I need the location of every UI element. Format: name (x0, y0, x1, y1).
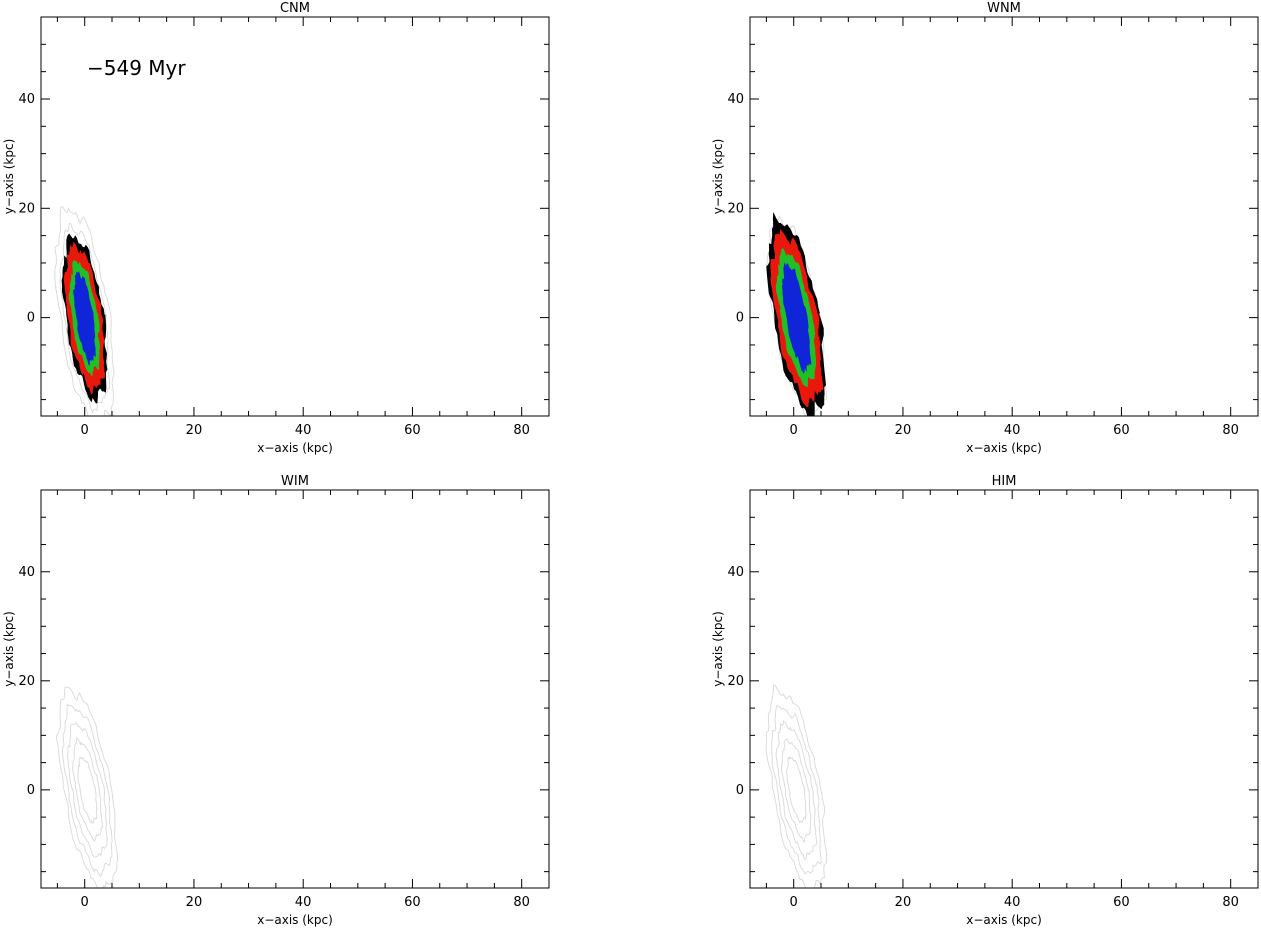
x-tick-label: 40 (1004, 895, 1021, 910)
x-tick-label: 20 (895, 895, 912, 910)
plot-frame (40, 16, 550, 417)
contour-level-4 (781, 262, 812, 374)
x-tick-label: 80 (513, 895, 530, 910)
y-tick-label: 0 (27, 783, 35, 798)
x-tick-label: 20 (186, 423, 203, 438)
contour-plot (55, 686, 119, 888)
contour-plot (765, 211, 827, 416)
plot-frame (40, 489, 550, 889)
faint-contour (77, 756, 98, 824)
x-tick-label: 80 (1222, 895, 1239, 910)
x-tick-label: 40 (1004, 423, 1021, 438)
contour-plot (54, 206, 115, 416)
faint-contour (781, 738, 812, 844)
faint-contour (54, 206, 115, 416)
faint-contour (62, 703, 113, 878)
faint-contour (771, 705, 822, 875)
faint-contour (67, 721, 108, 858)
time-annotation: −549 Myr (87, 56, 186, 80)
faint-contour (775, 720, 817, 860)
y-axis-label: y−axis (kpc) (2, 139, 16, 215)
panel-cnm: 0 20 40 60 80 0 20 40 CNM x−axis (kpc) y−axis (kpc… (2, 1, 550, 455)
x-tick-label: 0 (81, 423, 89, 438)
faint-contour (786, 755, 807, 824)
faint-contour (72, 736, 103, 843)
y-axis-label: y−axis (kpc) (2, 611, 16, 687)
x-tick-label: 60 (404, 423, 421, 438)
x-axis-label: x−axis (kpc) (257, 441, 333, 455)
x-axis-label: x−axis (kpc) (966, 441, 1042, 455)
faint-contour (55, 686, 119, 888)
contour-level-4 (73, 271, 96, 366)
y-axis-label: y−axis (kpc) (711, 139, 725, 215)
panel-wnm: 0 20 40 60 80 0 20 40 WNM x−axis (kpc) y−axis (kpc… (711, 1, 1259, 455)
y-tick-label: 40 (727, 565, 744, 580)
y-tick-label: 0 (736, 783, 744, 798)
x-tick-label: 60 (404, 895, 421, 910)
y-tick-label: 20 (18, 201, 35, 216)
y-tick-label: 0 (736, 311, 744, 326)
x-tick-label: 20 (186, 895, 203, 910)
y-tick-label: 40 (727, 92, 744, 107)
y-tick-label: 0 (27, 311, 35, 326)
x-axis-label: x−axis (kpc) (257, 913, 333, 927)
x-tick-label: 80 (1222, 423, 1239, 438)
y-tick-label: 20 (18, 674, 35, 689)
faint-contour (59, 223, 111, 414)
y-tick-label: 20 (727, 201, 744, 216)
x-tick-label: 40 (295, 895, 312, 910)
y-tick-label: 40 (18, 92, 35, 107)
y-tick-label: 20 (727, 674, 744, 689)
panel-title: CNM (280, 1, 310, 16)
x-tick-label: 40 (295, 423, 312, 438)
panel-title: HIM (992, 474, 1017, 489)
panel-title: WNM (987, 1, 1021, 16)
plot-frame (749, 489, 1259, 889)
x-tick-label: 60 (1113, 423, 1130, 438)
x-tick-label: 0 (790, 423, 798, 438)
x-tick-label: 0 (81, 895, 89, 910)
panel-title: WIM (281, 474, 309, 489)
x-tick-label: 80 (513, 423, 530, 438)
x-tick-label: 60 (1113, 895, 1130, 910)
x-tick-label: 0 (790, 895, 798, 910)
y-tick-label: 40 (18, 565, 35, 580)
panel-him: 0 20 40 60 80 0 20 40 HIM x−axis (kpc) y−axis (kpc… (711, 474, 1259, 927)
y-axis-label: y−axis (kpc) (711, 611, 725, 687)
x-axis-label: x−axis (kpc) (966, 913, 1042, 927)
plot-frame (749, 16, 1259, 417)
contour-plot (765, 684, 828, 888)
panel-wim: 0 20 40 60 80 0 20 40 WIM x−axis (kpc) y−axis (kpc… (2, 474, 550, 927)
faint-contour (765, 684, 828, 888)
x-tick-label: 20 (895, 423, 912, 438)
